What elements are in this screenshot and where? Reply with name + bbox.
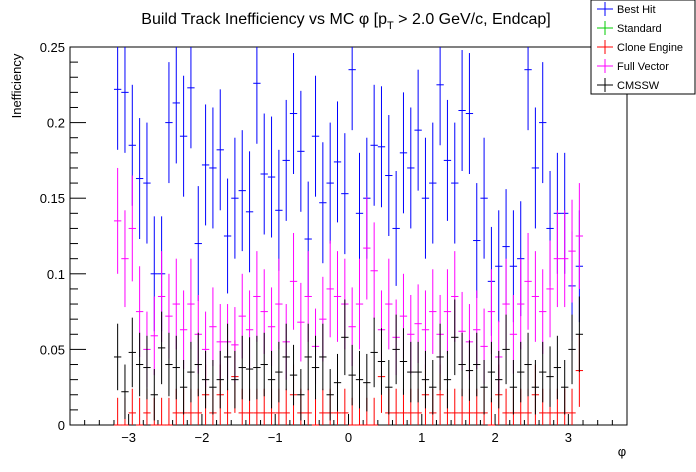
y-axis-label: Inefficiency <box>9 53 24 118</box>
legend-label: CMSSW <box>617 80 660 92</box>
plot-frame <box>69 46 628 426</box>
series-clone-engine <box>113 334 584 426</box>
legend-label: Standard <box>617 23 662 35</box>
x-tick-label: 0 <box>345 430 352 445</box>
x-tick-label: 1 <box>418 430 425 445</box>
title-rest: > 2.0 GeV/c, Endcap] <box>394 11 551 28</box>
y-tick-label: 0.25 <box>40 40 65 55</box>
title-phi-symbol: φ <box>359 11 369 28</box>
legend-item: Clone Engine <box>597 40 683 54</box>
x-tick-label: −1 <box>268 430 283 445</box>
x-axis-ticks: −3 −2 −1 0 1 2 3 <box>69 414 628 445</box>
legend-label: Clone Engine <box>617 42 683 54</box>
y-tick-label: 0.15 <box>40 191 65 206</box>
x-tick-label: 3 <box>565 430 572 445</box>
legend-item: Full Vector <box>597 59 669 73</box>
y-tick-label: 0.05 <box>40 342 65 357</box>
x-tick-label: 2 <box>491 430 498 445</box>
legend: Best Hit Standard Clone Engine Full Vector C… <box>590 0 696 95</box>
x-tick-label: −3 <box>121 430 136 445</box>
y-tick-label: 0.2 <box>47 116 65 131</box>
y-tick-label: 0.1 <box>47 267 65 282</box>
y-tick-label: 0 <box>58 418 65 433</box>
x-axis-label: φ <box>618 444 626 459</box>
y-axis-ticks: 0 0.05 0.1 0.15 0.2 0.25 <box>40 40 86 433</box>
chart-title: Build Track Inefficiency vs MC φ [pT > 2… <box>141 11 550 32</box>
data-series <box>113 47 584 426</box>
legend-label: Best Hit <box>617 4 656 16</box>
series-full-vector <box>113 167 584 394</box>
series-best-hit <box>113 47 584 341</box>
series-cmssw <box>113 296 584 421</box>
legend-item: Standard <box>597 21 662 35</box>
title-open: [p <box>369 11 387 28</box>
legend-item: CMSSW <box>597 78 660 92</box>
title-main: Build Track Inefficiency vs MC <box>141 11 359 28</box>
x-tick-label: −2 <box>195 430 210 445</box>
title-subscript: T <box>387 20 394 32</box>
legend-label: Full Vector <box>617 61 669 73</box>
legend-item: Best Hit <box>597 2 656 16</box>
